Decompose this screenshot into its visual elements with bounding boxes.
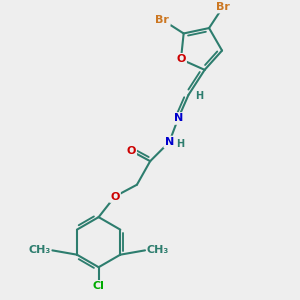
Text: O: O [176, 54, 186, 64]
Text: N: N [165, 137, 174, 147]
Text: O: O [126, 146, 136, 156]
Text: CH₃: CH₃ [146, 245, 169, 255]
Text: N: N [173, 113, 183, 124]
Text: H: H [176, 140, 184, 149]
Text: O: O [110, 191, 119, 202]
Text: CH₃: CH₃ [28, 245, 51, 255]
Text: Cl: Cl [93, 281, 105, 291]
Text: H: H [195, 92, 203, 101]
Text: Br: Br [216, 2, 230, 12]
Text: Br: Br [155, 15, 170, 25]
